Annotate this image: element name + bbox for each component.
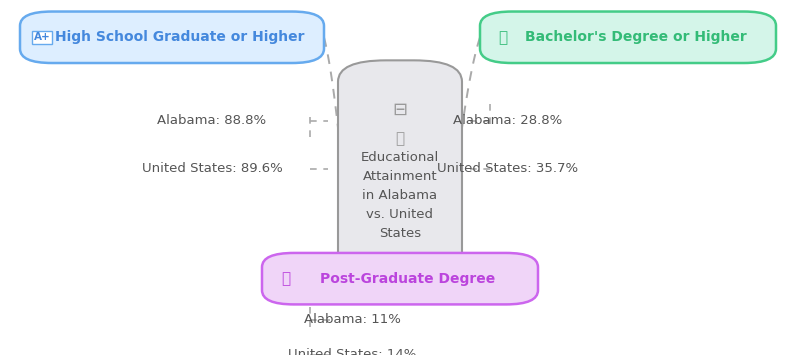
Text: ⊟: ⊟ [393,101,407,119]
FancyBboxPatch shape [20,11,324,63]
Text: United States: 35.7%: United States: 35.7% [438,162,578,175]
FancyBboxPatch shape [338,60,462,280]
FancyBboxPatch shape [262,253,538,304]
Text: Post-Graduate Degree: Post-Graduate Degree [320,272,496,286]
Text: Alabama: 88.8%: Alabama: 88.8% [158,114,266,127]
Text: High School Graduate or Higher: High School Graduate or Higher [55,30,305,44]
Text: United States: 14%: United States: 14% [288,349,416,355]
Text: Alabama: 28.8%: Alabama: 28.8% [454,114,562,127]
Text: 🎓: 🎓 [395,131,405,146]
Text: United States: 89.6%: United States: 89.6% [142,162,282,175]
Text: A+: A+ [34,32,50,42]
Text: Alabama: 11%: Alabama: 11% [303,313,401,326]
Text: 🎓: 🎓 [498,30,507,45]
FancyBboxPatch shape [480,11,776,63]
Text: Educational
Attainment
in Alabama
vs. United
States: Educational Attainment in Alabama vs. Un… [361,151,439,240]
Text: Bachelor's Degree or Higher: Bachelor's Degree or Higher [525,30,747,44]
Text: 🎓: 🎓 [282,271,290,286]
